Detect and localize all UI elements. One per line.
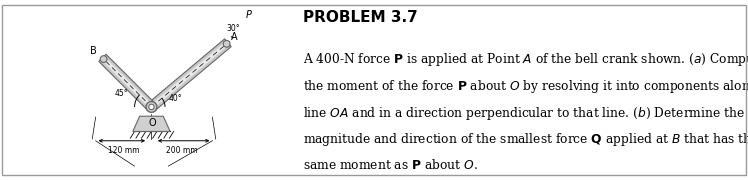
Text: PROBLEM 3.7: PROBLEM 3.7	[303, 10, 417, 26]
Polygon shape	[99, 54, 156, 112]
Circle shape	[100, 56, 107, 62]
Text: 120 mm: 120 mm	[108, 146, 139, 155]
Polygon shape	[153, 44, 226, 107]
Circle shape	[149, 104, 154, 110]
Text: 30°: 30°	[227, 24, 240, 33]
Text: 45°: 45°	[114, 89, 128, 98]
Text: the moment of the force $\mathbf{P}$ about $\mathit{O}$ by resolving it into com: the moment of the force $\mathbf{P}$ abo…	[303, 78, 748, 95]
Polygon shape	[133, 116, 170, 131]
Text: line $\mathit{OA}$ and in a direction perpendicular to that line. ($\mathit{b}$): line $\mathit{OA}$ and in a direction pe…	[303, 105, 745, 122]
Text: same moment as $\mathbf{P}$ about $\mathit{O}$.: same moment as $\mathbf{P}$ about $\math…	[303, 158, 478, 172]
Circle shape	[223, 40, 230, 47]
Text: 40°: 40°	[168, 94, 182, 103]
Text: 200 mm: 200 mm	[166, 146, 197, 155]
Text: O: O	[149, 118, 156, 128]
Text: A 400-N force $\mathbf{P}$ is applied at Point $\mathit{A}$ of the bell crank sh: A 400-N force $\mathbf{P}$ is applied at…	[303, 51, 748, 68]
Text: magnitude and direction of the smallest force $\mathbf{Q}$ applied at $\mathit{B: magnitude and direction of the smallest …	[303, 131, 748, 148]
Circle shape	[146, 102, 157, 112]
Text: A: A	[231, 32, 238, 42]
Polygon shape	[147, 39, 231, 112]
Polygon shape	[105, 60, 150, 106]
Text: P: P	[245, 10, 251, 20]
Text: B: B	[90, 46, 96, 56]
